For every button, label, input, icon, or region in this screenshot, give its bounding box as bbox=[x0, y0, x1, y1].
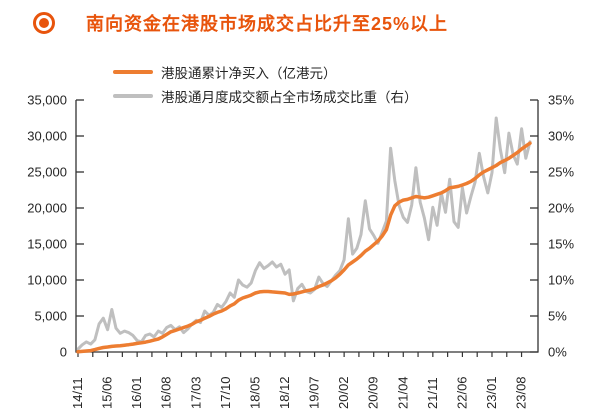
bullseye-dot bbox=[39, 18, 49, 28]
svg-text:0: 0 bbox=[60, 345, 67, 360]
svg-text:23/01: 23/01 bbox=[484, 376, 499, 409]
legend-item-monthly-turnover-share: 港股通月度成交额占全市场成交比重（右） bbox=[113, 84, 418, 108]
svg-text:21/11: 21/11 bbox=[425, 377, 440, 409]
svg-text:17/03: 17/03 bbox=[188, 376, 203, 409]
svg-text:15%: 15% bbox=[548, 237, 574, 252]
svg-text:23/08: 23/08 bbox=[514, 376, 529, 409]
svg-text:19/07: 19/07 bbox=[307, 376, 322, 409]
svg-text:30%: 30% bbox=[548, 129, 574, 144]
svg-text:0%: 0% bbox=[548, 345, 567, 360]
svg-text:22/06: 22/06 bbox=[454, 376, 469, 409]
svg-text:18/05: 18/05 bbox=[247, 376, 262, 409]
legend-item-cumulative-net-buy: 港股通累计净买入（亿港元） bbox=[113, 60, 418, 84]
dual-axis-line-chart: 0 0% 5,000 5% 10,000 10% 15,000 15% 20,000 20% 25,… bbox=[27, 93, 574, 410]
svg-text:30,000: 30,000 bbox=[27, 129, 67, 144]
svg-text:18/12: 18/12 bbox=[277, 376, 292, 409]
legend-label: 港股通累计净买入（亿港元） bbox=[161, 66, 337, 81]
svg-text:25,000: 25,000 bbox=[27, 165, 67, 180]
svg-text:5,000: 5,000 bbox=[34, 309, 67, 324]
svg-text:14/11: 14/11 bbox=[70, 377, 85, 409]
bullseye-icon bbox=[33, 12, 55, 34]
svg-text:10,000: 10,000 bbox=[27, 273, 67, 288]
svg-text:20/09: 20/09 bbox=[366, 376, 381, 409]
svg-text:15/06: 15/06 bbox=[100, 376, 115, 409]
svg-text:10%: 10% bbox=[548, 273, 574, 288]
svg-text:16/08: 16/08 bbox=[159, 376, 174, 409]
svg-text:15,000: 15,000 bbox=[27, 237, 67, 252]
legend-label: 港股通月度成交额占全市场成交比重（右） bbox=[161, 90, 418, 105]
svg-text:35%: 35% bbox=[548, 93, 574, 108]
legend-swatch-gray-line bbox=[113, 94, 153, 98]
svg-text:5%: 5% bbox=[548, 309, 567, 324]
svg-text:17/10: 17/10 bbox=[218, 376, 233, 409]
svg-text:25%: 25% bbox=[548, 165, 574, 180]
chart-header: 南向资金在港股市场成交占比升至25%以上 bbox=[0, 0, 600, 46]
svg-text:20,000: 20,000 bbox=[27, 201, 67, 216]
page-title: 南向资金在港股市场成交占比升至25%以上 bbox=[86, 14, 449, 34]
svg-text:20%: 20% bbox=[548, 201, 574, 216]
svg-text:21/04: 21/04 bbox=[395, 376, 410, 409]
chart-legend: 港股通累计净买入（亿港元） 港股通月度成交额占全市场成交比重（右） bbox=[113, 60, 418, 108]
svg-text:16/01: 16/01 bbox=[129, 376, 144, 409]
svg-text:35,000: 35,000 bbox=[27, 93, 67, 108]
legend-swatch-orange-line bbox=[113, 70, 153, 74]
svg-text:20/02: 20/02 bbox=[336, 376, 351, 409]
